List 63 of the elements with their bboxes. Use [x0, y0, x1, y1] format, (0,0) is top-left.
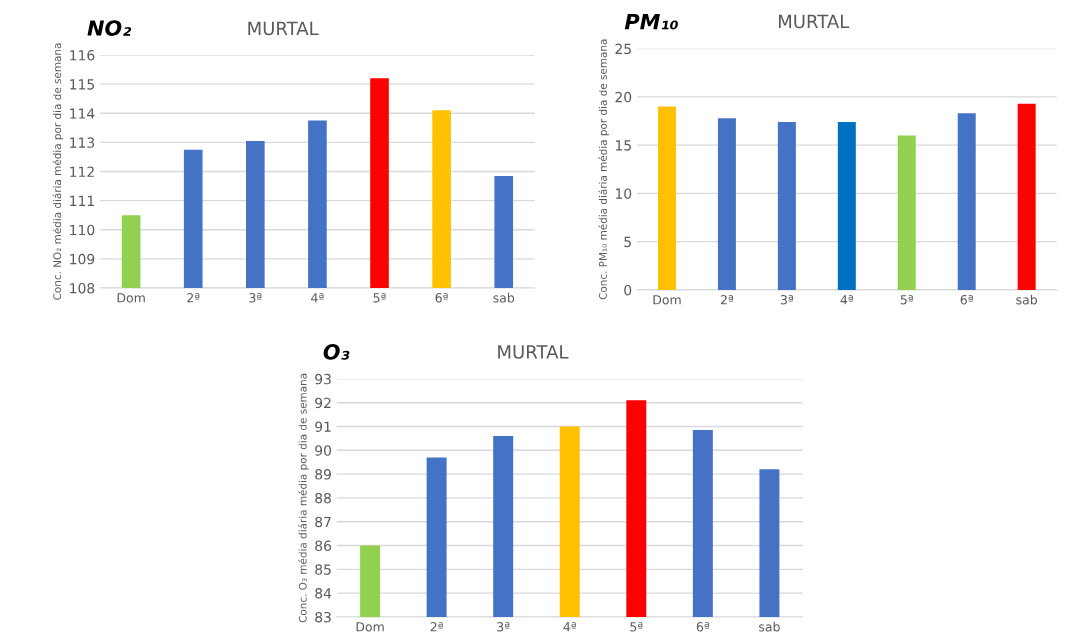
x-tick-label: 4ª [563, 622, 576, 632]
y-tick-label: 85 [315, 564, 331, 575]
y-tick-label: 20 [615, 91, 632, 103]
y-tick-label: 92 [315, 397, 331, 409]
chart-title: O₃ [323, 343, 350, 360]
x-tick-label: 6ª [696, 622, 709, 632]
x-tick-label: sab [1016, 294, 1038, 305]
x-tick-label: 4ª [840, 295, 853, 305]
x-tick-label: 6ª [960, 295, 973, 305]
y-tick-label: 116 [70, 50, 95, 61]
y-tick-label: 88 [315, 492, 331, 504]
y-axis-title: Conc. NO₂ média diária média por dia de semana [52, 43, 64, 300]
y-tick-label: 89 [315, 469, 331, 480]
y-tick-label: 83 [315, 611, 331, 623]
bar [957, 113, 976, 290]
x-tick-label: 2ª [430, 622, 443, 632]
bar [1017, 103, 1036, 290]
y-tick-label: 93 [315, 373, 331, 385]
y-tick-label: 111 [70, 195, 94, 206]
x-tick-label: Dom [653, 295, 681, 305]
x-tick-label: 2ª [720, 295, 733, 305]
x-tick-label: 3ª [249, 293, 262, 303]
x-tick-label: Dom [356, 622, 384, 632]
chart-title: PM₁₀ [624, 14, 678, 30]
y-tick-label: 115 [70, 79, 94, 90]
chart-subtitle: MURTAL [778, 14, 850, 29]
y-tick-label: 25 [615, 43, 631, 55]
x-tick-label: 4ª [311, 293, 324, 303]
x-tick-label: sab [759, 621, 780, 632]
y-tick-label: 5 [624, 236, 631, 248]
y-axis-title: Conc. PM₁₀ média diária média por dia de semana [598, 39, 609, 300]
x-tick-label: 5ª [900, 295, 913, 305]
y-tick-label: 10 [615, 188, 632, 199]
chart-title: NO₂ [87, 20, 132, 36]
y-tick-label: 84 [315, 588, 332, 599]
y-tick-label: 15 [615, 140, 631, 151]
x-tick-label: 5ª [630, 622, 643, 632]
y-tick-label: 87 [315, 516, 331, 528]
x-tick-label: Dom [117, 293, 145, 303]
chart-subtitle: MURTAL [498, 345, 569, 359]
x-tick-label: sab [493, 292, 515, 303]
x-tick-label: 6ª [435, 293, 448, 303]
y-tick-label: 110 [70, 224, 95, 236]
y-tick-label: 91 [315, 421, 331, 432]
chart-subtitle: MURTAL [248, 21, 319, 36]
y-tick-label: 114 [70, 108, 95, 119]
y-tick-label: 0 [624, 284, 632, 296]
bar [717, 118, 736, 290]
y-tick-label: 108 [70, 282, 95, 294]
x-tick-label: 2ª [187, 293, 200, 303]
x-tick-label: 3ª [497, 622, 510, 632]
y-tick-label: 86 [315, 540, 332, 552]
bar [897, 135, 916, 290]
y-tick-label: 113 [70, 137, 95, 148]
x-tick-label: 5ª [373, 293, 386, 303]
bar [837, 121, 856, 290]
y-axis-title: Conc. O₃ média diária média por dia de semana [298, 373, 309, 623]
bar [777, 121, 796, 290]
y-tick-label: 109 [70, 253, 95, 265]
bar [657, 106, 676, 290]
y-tick-label: 90 [315, 445, 331, 456]
x-tick-label: 3ª [780, 295, 793, 305]
y-tick-label: 112 [70, 166, 94, 177]
